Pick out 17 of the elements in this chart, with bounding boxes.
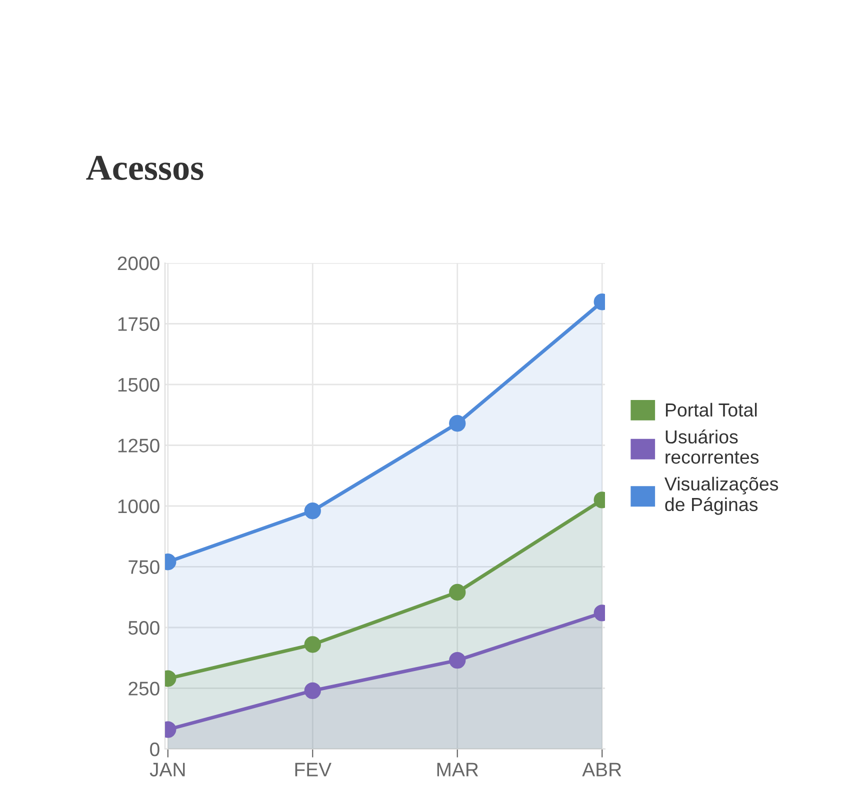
y-tick-label: 2000 xyxy=(118,256,160,270)
y-tick-label: 1250 xyxy=(118,438,160,452)
y-tick-label: 0 xyxy=(150,742,160,756)
legend-label: Portal Total xyxy=(666,402,757,417)
y-tick-label: 1000 xyxy=(118,499,160,514)
y-tick-label: 1500 xyxy=(118,378,160,392)
y-tick-label: 750 xyxy=(128,560,160,574)
y-tick-label: 250 xyxy=(128,682,160,696)
x-tick-label: JAN xyxy=(150,762,185,776)
y-tick-label: 500 xyxy=(128,620,160,635)
x-tick-label: FEV xyxy=(295,762,332,776)
legend-label: Usuários recorrentes xyxy=(666,430,759,464)
y-tick-label: 1750 xyxy=(118,317,160,331)
legend-label: Visualizações de Páginas xyxy=(664,476,778,515)
x-tick-label: ABR xyxy=(582,762,622,776)
chart-title: Acessos xyxy=(86,156,204,180)
x-tick-label: MAR xyxy=(437,762,478,776)
